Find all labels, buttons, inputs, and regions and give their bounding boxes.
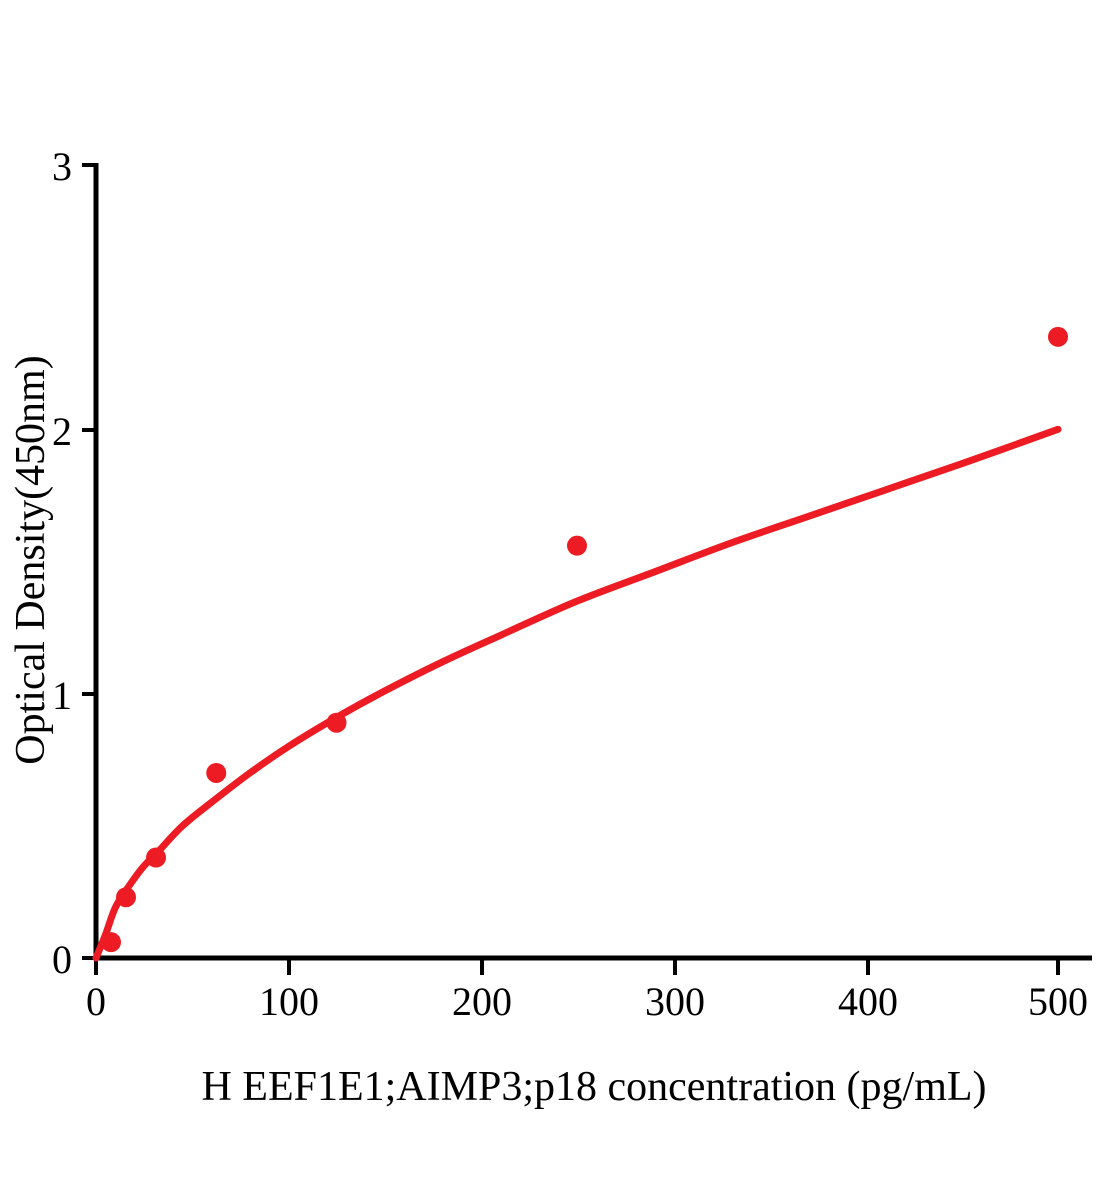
y-tick-label-1: 1	[52, 673, 72, 718]
x-axis-tick-labels: 0 100 200 300 400 500	[86, 979, 1088, 1024]
data-point	[206, 762, 227, 783]
data-point	[326, 712, 347, 733]
x-tick-label-0: 0	[86, 979, 106, 1024]
y-axis-tick-labels: 3 2 1 0	[52, 144, 72, 982]
data-point	[116, 887, 137, 908]
data-point-markers	[101, 326, 1068, 953]
y-tick-label-0: 0	[52, 937, 72, 982]
x-tick-label-500: 500	[1028, 979, 1088, 1024]
x-tick-label-200: 200	[452, 979, 512, 1024]
y-axis-title: Optical Density(450nm)	[8, 355, 54, 764]
x-axis-ticks	[94, 958, 1060, 975]
x-tick-label-400: 400	[838, 979, 898, 1024]
data-point	[101, 932, 122, 953]
data-point	[146, 847, 167, 868]
data-point	[567, 535, 587, 556]
y-tick-label-3: 3	[52, 144, 72, 189]
x-tick-label-300: 300	[645, 979, 705, 1024]
x-tick-label-100: 100	[259, 979, 319, 1024]
fit-curve-path	[92, 425, 1062, 962]
x-axis-title: H EEF1E1;AIMP3;p18 concentration (pg/mL)	[201, 1064, 986, 1110]
y-tick-label-2: 2	[52, 409, 72, 454]
data-point	[1048, 326, 1068, 347]
